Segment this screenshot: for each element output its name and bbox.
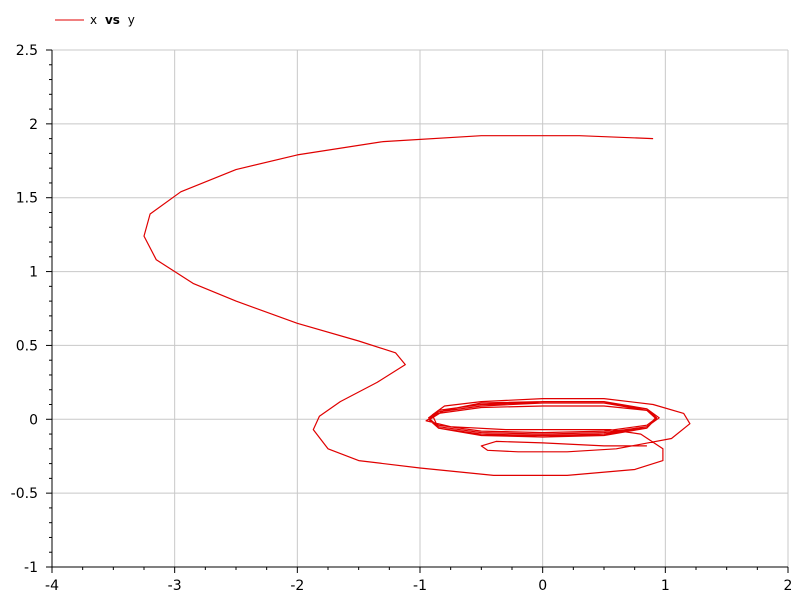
y-tick-label: 1 [29, 265, 38, 281]
y-tick-label: -0.5 [11, 486, 38, 502]
y-tick-label: 1.5 [16, 191, 38, 207]
series-layer [143, 135, 691, 476]
x-tick-label: 2 [784, 578, 793, 594]
y-tick-label: 0.5 [16, 338, 38, 354]
legend-label-x: x [90, 13, 97, 27]
x-tick-label: 1 [661, 578, 670, 594]
y-axis-ticks: -1 -0.5 0 0.5 1 1.5 2 2.5 [11, 43, 52, 576]
x-tick-label: -3 [168, 578, 182, 594]
x-tick-label: 0 [538, 578, 547, 594]
x-tick-label: -4 [45, 578, 59, 594]
series-line [143, 135, 691, 476]
legend-label-y: y [128, 13, 135, 27]
legend-label: x vs y [90, 13, 135, 27]
x-tick-label: -2 [290, 578, 304, 594]
x-axis-ticks: -4 -3 -2 -1 0 1 2 [45, 567, 792, 594]
y-tick-label: -1 [24, 560, 38, 576]
legend: x vs y [55, 13, 135, 27]
grid-lines [52, 49, 789, 567]
x-tick-label: -1 [413, 578, 427, 594]
y-tick-label: 0 [29, 412, 38, 428]
y-tick-label: 2 [29, 117, 38, 133]
legend-label-vs: vs [105, 13, 120, 27]
y-tick-label: 2.5 [16, 43, 38, 59]
